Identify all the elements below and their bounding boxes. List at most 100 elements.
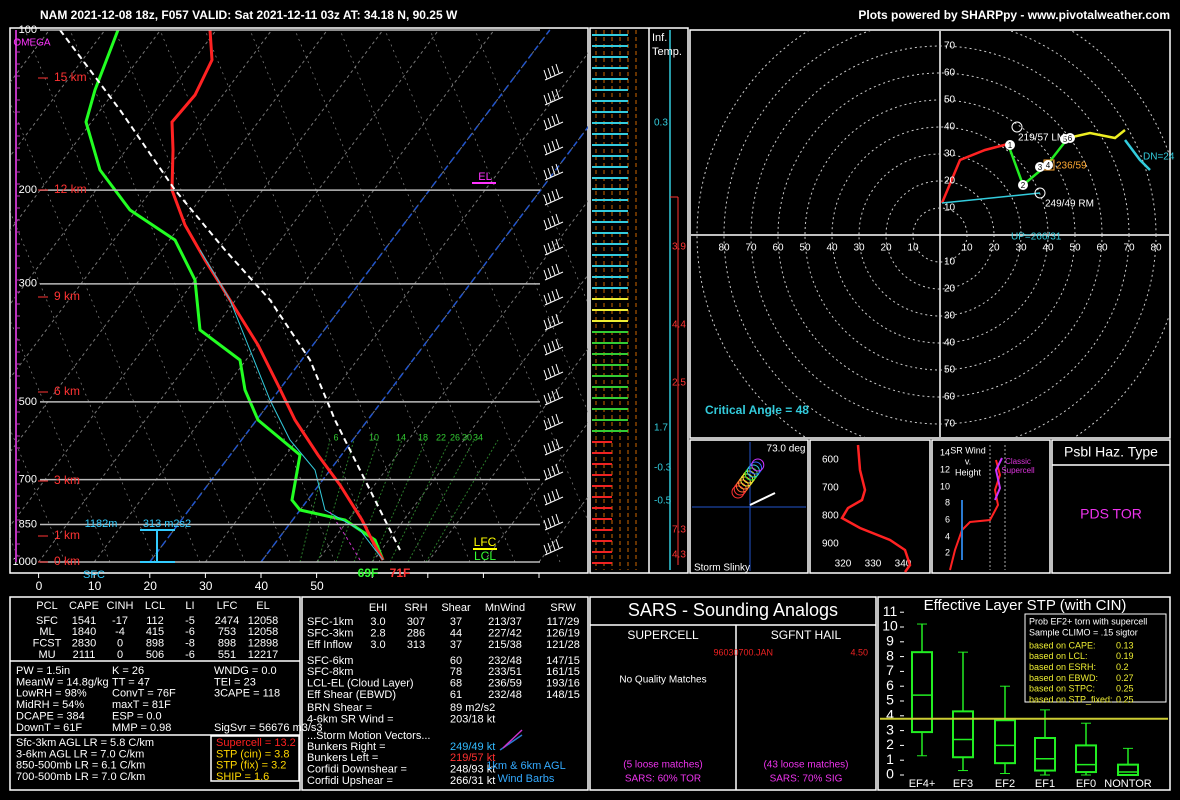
sars-loose: (43 loose matches): [763, 760, 848, 771]
wind-barb-flag: [551, 390, 556, 401]
barb-icon: [502, 729, 523, 749]
parcel-cell: 753: [218, 626, 236, 638]
wind-barb-flag: [547, 517, 552, 528]
sars-hail-size: 4.50: [850, 647, 868, 657]
wind-barb: [544, 471, 564, 481]
hodo-ring-label: 10: [961, 243, 973, 254]
stp-legend-title: Sample CLIMO = .15 sigtor: [1029, 627, 1138, 637]
inferred-label: 2.5: [672, 378, 686, 389]
hodo-6-9km: [1067, 129, 1126, 140]
wind-barb-flag: [555, 538, 560, 549]
hazard-frame: [1051, 439, 1171, 574]
wind-barb-flag: [551, 215, 556, 226]
index-value: TT = 47: [112, 676, 150, 688]
lcl-label: LCL: [474, 549, 496, 563]
parcel-cell: -6: [185, 626, 195, 638]
kin-cell: 2.8: [370, 627, 385, 639]
wind-barb-flag: [551, 415, 556, 426]
hodo-ring-label: 60: [944, 68, 956, 79]
stp-y-label: 2: [886, 736, 894, 752]
parcel-cell: 898: [146, 638, 164, 650]
hodo-ring-label: 30: [1015, 243, 1027, 254]
wind-barb: [544, 271, 564, 281]
index-value: WNDG = 0.0: [214, 665, 277, 677]
kin-extra-value: 89 m2/s2: [450, 702, 495, 714]
kin-cell: 232/48: [488, 689, 522, 701]
kin-cell: SFC-1km: [307, 616, 353, 628]
parcel-header: LI: [185, 600, 194, 612]
kinematics-frame: [301, 596, 589, 791]
wind-barb: [544, 421, 564, 431]
wind-barb-flag: [555, 163, 560, 174]
kin-cell: 227/42: [488, 627, 522, 639]
mean-label: 236/59: [1056, 161, 1087, 172]
hodo-ring-label: 50: [944, 95, 956, 106]
wind-barb-flag: [543, 394, 548, 405]
stp-legend: [1024, 613, 1167, 703]
wind-barb-flag: [543, 419, 548, 430]
stp-category: NONTOR: [1104, 778, 1152, 790]
sars-title: SARS - Sounding Analogs: [628, 600, 838, 620]
kin-cell: Eff Shear (EBWD): [307, 689, 396, 701]
stp-y-label: 9: [886, 633, 894, 649]
kin-header: Shear: [441, 602, 471, 614]
wind-barb-flag: [547, 442, 552, 453]
sars-loose: (5 loose matches): [623, 760, 702, 771]
stp-legend-value: 0.27: [1116, 673, 1134, 683]
header-title: NAM 2021-12-08 18z, F057 VALID: Sat 2021…: [40, 8, 458, 22]
wind-barb-flag: [555, 288, 560, 299]
wind-barb: [544, 246, 564, 256]
isotherm: [10, 29, 273, 380]
parcel-cell: 12217: [248, 649, 279, 661]
hodo-ring-label: 50: [944, 365, 956, 376]
kin-cell: 147/15: [546, 655, 580, 667]
wind-barb: [544, 296, 564, 306]
rm-inflow: [941, 192, 1041, 204]
stp-box: [994, 719, 1016, 765]
severe-index: Supercell = 13.2: [216, 737, 296, 749]
hodo-3-6km: [1006, 137, 1069, 188]
height-label: 6 km: [54, 384, 80, 398]
isotherm: [10, 29, 106, 158]
height-label: 0 km: [54, 554, 80, 568]
wind-barb-flag: [555, 338, 560, 349]
mixing-ratio-line: [299, 439, 331, 563]
omega-label: OMEGA: [13, 38, 51, 49]
stp-legend-value: 0.13: [1116, 640, 1134, 650]
hodo-ring-label: 40: [944, 122, 956, 133]
height-label: 9 km: [54, 289, 80, 303]
wind-barb-flag: [547, 217, 552, 228]
wind-barb: [544, 171, 564, 181]
inferred-label: 3.9: [672, 242, 686, 253]
pressure-label: 300: [19, 278, 37, 290]
sigsvr: SigSvr = 56676 m3/s3: [214, 722, 323, 734]
stp-frame: [877, 596, 1171, 791]
hodo-ring: [912, 207, 968, 263]
wind-barb-flag: [547, 192, 552, 203]
stp-legend-label: based on ESRH:: [1029, 662, 1096, 672]
hodograph-plot: [691, 31, 1169, 437]
kin-cell: 161/15: [546, 666, 580, 678]
storm-motion-value: 248/93 kt: [450, 764, 495, 776]
hodo-ring-label: 10: [944, 203, 956, 214]
wind-barb-flag: [555, 213, 560, 224]
pressure-label: 500: [19, 396, 37, 408]
isotherm-0: [149, 29, 551, 563]
stp-box: [1117, 763, 1139, 777]
hodo-ring-label: 70: [745, 243, 757, 254]
wind-barb: [544, 521, 564, 531]
hodo-ring-label: 70: [944, 41, 956, 52]
kin-extra-value: 203/18 kt: [450, 713, 495, 725]
thermo-frame: [9, 596, 301, 791]
wind-barb-flag: [543, 294, 548, 305]
stp-category: EF0: [1076, 778, 1096, 790]
hodo-point-label: 1: [1008, 141, 1013, 150]
kin-cell: 37: [450, 616, 462, 628]
parcel-cell: 551: [218, 649, 236, 661]
hodo-ring: [885, 180, 995, 290]
hodo-ring-label: 10: [944, 257, 956, 268]
stp-y-label: 1: [886, 751, 894, 767]
stp-legend-title: Prob EF2+ torn with supercell: [1029, 616, 1147, 626]
hodo-ring-label: 30: [944, 311, 956, 322]
